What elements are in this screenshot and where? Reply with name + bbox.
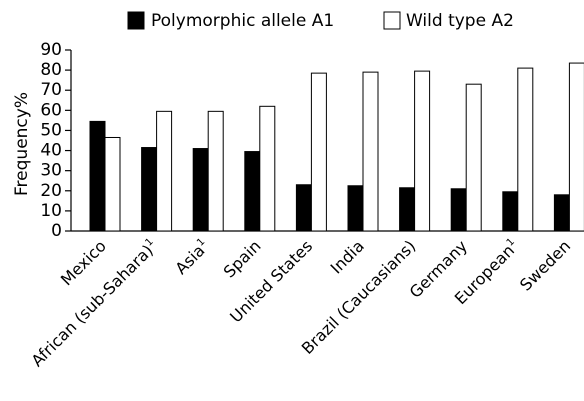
legend-swatch [127, 11, 145, 30]
bar-polymorphic-a1 [450, 188, 467, 232]
bar-polymorphic-a1 [347, 185, 364, 232]
bar-polymorphic-a1 [192, 148, 209, 232]
x-tick-text: Spain [220, 236, 265, 281]
y-tick-label: 60 [40, 100, 62, 120]
y-tick-label: 70 [40, 80, 62, 100]
legend-label: Polymorphic allele A1 [151, 11, 334, 31]
x-tick-label: Asia1 [171, 236, 213, 278]
bar-wild-type-a2 [156, 110, 173, 232]
legend-label: Wild type A2 [406, 11, 514, 31]
bar-polymorphic-a1 [295, 184, 312, 232]
bar-wild-type-a2 [207, 110, 224, 232]
y-tick-label: 50 [40, 120, 62, 140]
x-tick-text: India [327, 236, 368, 277]
x-tick-label: Spain [220, 236, 265, 281]
legend: Polymorphic allele A1 Wild type A2 [127, 11, 514, 31]
y-tick-label: 30 [40, 161, 62, 181]
y-tick-label: 10 [40, 201, 62, 221]
legend-swatch [383, 11, 401, 30]
bar-wild-type-a2 [568, 62, 584, 232]
bar-wild-type-a2 [362, 71, 379, 232]
x-tick-text: Sweden [516, 236, 574, 294]
bar-polymorphic-a1 [141, 147, 158, 232]
x-tick-label: Sweden [516, 236, 574, 294]
y-tick-label: 40 [40, 141, 62, 161]
y-axis-label: Frequency% [12, 92, 32, 196]
bar-polymorphic-a1 [89, 120, 106, 232]
y-tick-label: 0 [51, 221, 62, 241]
bar-polymorphic-a1 [399, 187, 416, 232]
y-tick-label: 90 [40, 40, 62, 60]
x-tick-label: India [327, 236, 368, 277]
bar-wild-type-a2 [104, 136, 121, 232]
bar-polymorphic-a1 [502, 191, 519, 232]
y-tick-label: 80 [40, 60, 62, 80]
bar-polymorphic-a1 [553, 194, 570, 232]
bar-wild-type-a2 [414, 70, 431, 232]
bar-wild-type-a2 [465, 83, 482, 232]
bar-wild-type-a2 [259, 105, 276, 232]
bar-wild-type-a2 [310, 72, 327, 232]
bar-wild-type-a2 [517, 67, 534, 232]
bar-polymorphic-a1 [244, 151, 261, 232]
y-tick-label: 20 [40, 181, 62, 201]
